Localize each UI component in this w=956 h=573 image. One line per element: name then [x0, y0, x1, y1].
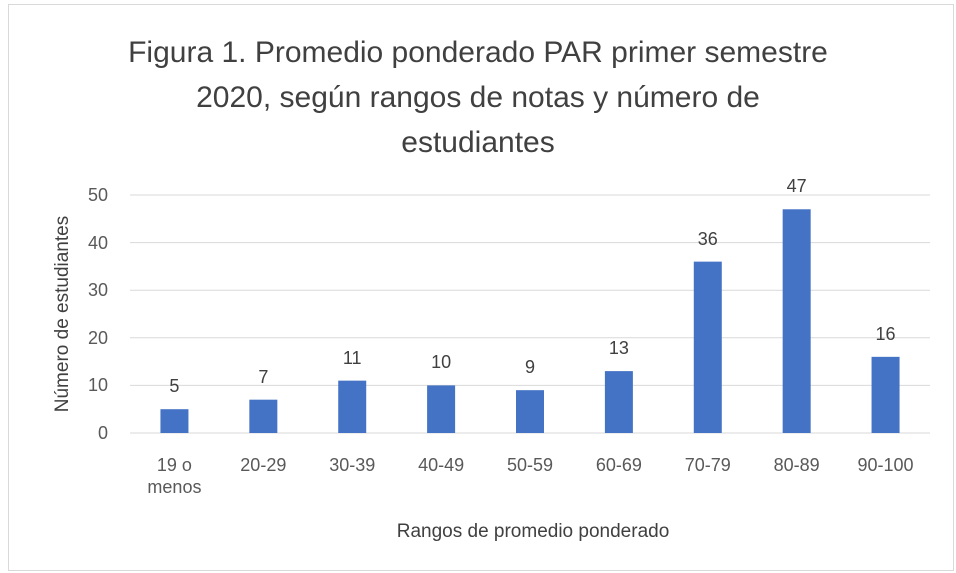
x-tick-label: 50-59	[506, 455, 554, 475]
x-tick-label: 20-29	[240, 455, 287, 475]
bar	[782, 209, 811, 433]
y-tick-label: 50	[87, 185, 108, 205]
data-label: 5	[169, 376, 180, 397]
chart-title: Figura 1. Promedio ponderado PAR primer …	[128, 36, 828, 159]
bar	[338, 380, 367, 433]
data-label: 11	[342, 347, 362, 368]
data-label: 7	[258, 366, 269, 387]
bar	[249, 399, 278, 433]
bar	[160, 409, 189, 433]
bar	[604, 371, 633, 433]
x-tick-label: 30-39	[329, 455, 376, 475]
bar	[693, 261, 722, 433]
y-tick-label: 10	[87, 375, 108, 396]
x-tick-label: 70-79	[684, 455, 731, 475]
x-tick-label: 40-49	[418, 455, 465, 475]
chart-frame	[8, 4, 954, 571]
bar	[516, 390, 544, 433]
x-tick-label: 90-100	[857, 455, 914, 475]
data-label: 16	[875, 323, 896, 344]
x-tick-label: 60-69	[595, 455, 642, 475]
y-tick-label: 40	[87, 232, 108, 253]
bar	[871, 356, 900, 433]
data-label: 47	[786, 176, 807, 197]
data-label: 9	[524, 357, 535, 378]
data-label: 13	[608, 338, 629, 359]
x-tick-label: 19 o menos	[147, 455, 202, 497]
data-label: 36	[697, 228, 718, 249]
x-tick-label: 80-89	[773, 455, 820, 475]
y-tick-label: 30	[87, 280, 108, 301]
y-tick-label: 20	[87, 327, 108, 348]
bar	[427, 385, 456, 433]
data-label: 10	[431, 352, 452, 373]
y-tick-label: 0	[97, 423, 108, 443]
x-axis-title: Rangos de promedio ponderado	[396, 521, 670, 542]
